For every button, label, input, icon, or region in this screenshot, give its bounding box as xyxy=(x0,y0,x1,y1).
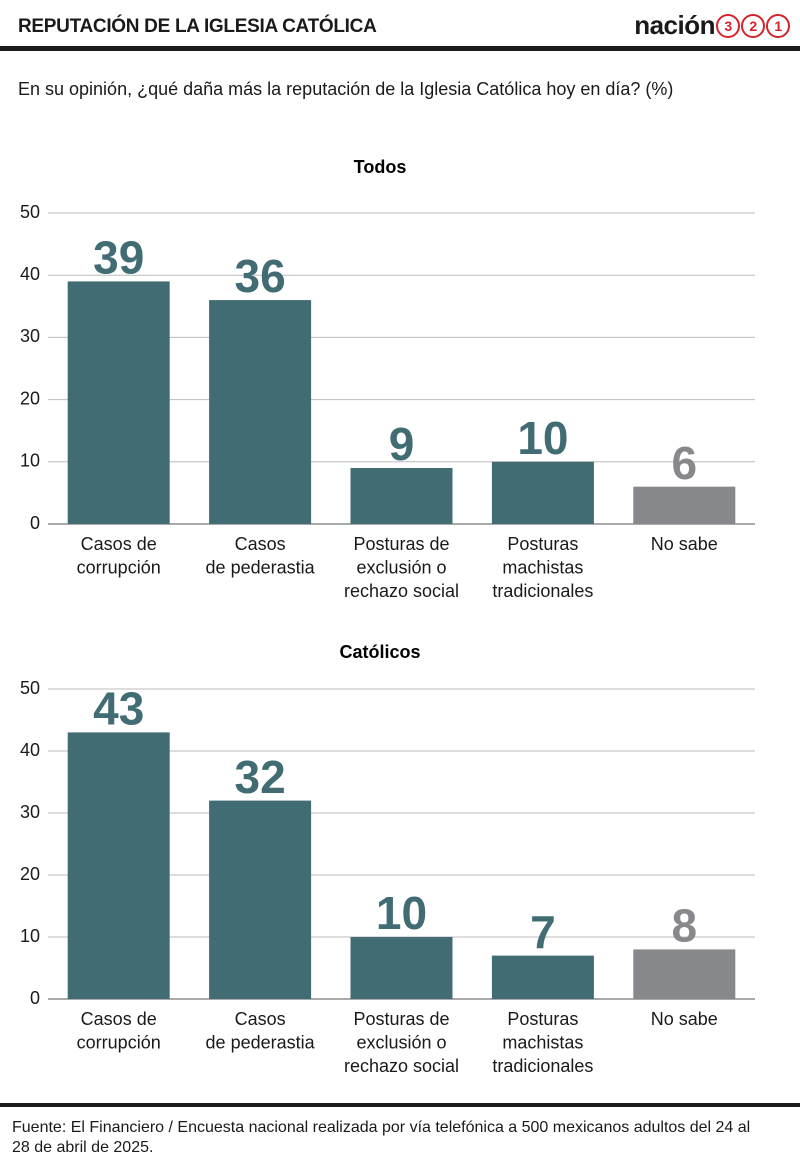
value-label: 10 xyxy=(517,412,568,464)
chart-title: Católicos xyxy=(339,642,420,662)
x-tick-label: No sabe xyxy=(651,534,718,554)
x-tick-label: No sabe xyxy=(651,1009,718,1029)
bar xyxy=(67,281,170,524)
logo-digit: 1 xyxy=(766,13,790,38)
value-label: 9 xyxy=(389,418,415,470)
y-tick-label: 0 xyxy=(30,513,40,533)
x-tick-label-line: machistas xyxy=(502,557,583,577)
x-tick-label-line: exclusión o xyxy=(356,557,446,577)
x-tick-label-line: exclusión o xyxy=(356,1032,446,1052)
x-tick-label-line: Posturas de xyxy=(353,534,449,554)
x-tick-label-line: tradicionales xyxy=(492,1056,593,1076)
x-tick-label-line: corrupción xyxy=(77,557,161,577)
x-tick-label-line: de pederastia xyxy=(206,1032,316,1052)
value-label: 8 xyxy=(672,900,698,952)
logo-digit: 2 xyxy=(741,13,765,38)
bar xyxy=(633,486,736,524)
y-tick-label: 10 xyxy=(20,451,40,471)
y-tick-label: 0 xyxy=(30,988,40,1008)
x-tick-label-line: machistas xyxy=(502,1032,583,1052)
x-tick-label-line: de pederastia xyxy=(206,557,316,577)
x-tick-label: Posturas machistas tradicionales xyxy=(492,534,593,601)
bar xyxy=(350,937,453,999)
x-tick-label-line: Casos de xyxy=(81,534,157,554)
bar xyxy=(209,800,312,999)
y-tick-label: 50 xyxy=(20,678,40,698)
x-tick-label: Posturas de exclusión o rechazo social xyxy=(344,1009,459,1076)
y-tick-label: 20 xyxy=(20,864,40,884)
rule xyxy=(0,1103,800,1107)
question: En su opinión, ¿qué daña más la reputaci… xyxy=(18,79,674,99)
bar xyxy=(350,468,453,524)
y-tick-label: 40 xyxy=(20,264,40,284)
value-label: 7 xyxy=(530,906,556,958)
source: Fuente: El Financiero / Encuesta naciona… xyxy=(12,1119,751,1156)
logo: nación 3 2 1 xyxy=(634,10,790,41)
bar xyxy=(491,461,594,524)
x-tick-label: Casos de pederastia xyxy=(206,1009,316,1053)
logo-text: nación xyxy=(634,10,715,40)
x-tick-label-line: corrupción xyxy=(77,1032,161,1052)
x-tick-label-line: Casos xyxy=(235,534,286,554)
x-tick-label-line: No sabe xyxy=(651,1009,718,1029)
x-tick-label-line: Casos de xyxy=(81,1009,157,1029)
x-tick-label-line: Posturas xyxy=(507,534,578,554)
x-tick-label: Casos de corrupción xyxy=(77,1009,161,1053)
x-tick-label-line: Posturas xyxy=(507,1009,578,1029)
y-tick-label: 50 xyxy=(20,202,40,222)
value-label: 6 xyxy=(672,437,698,489)
value-label: 43 xyxy=(93,683,144,735)
y-tick-label: 20 xyxy=(20,388,40,408)
x-tick-label-line: rechazo social xyxy=(344,581,459,601)
x-tick-label-line: rechazo social xyxy=(344,1056,459,1076)
x-tick-label: Casos de corrupción xyxy=(77,534,161,578)
x-tick-label: Posturas machistas tradicionales xyxy=(492,1009,593,1076)
y-tick-label: 30 xyxy=(20,326,40,346)
rule xyxy=(0,46,800,51)
y-tick-label: 10 xyxy=(20,926,40,946)
y-tick-label: 30 xyxy=(20,802,40,822)
bar xyxy=(633,949,736,999)
x-tick-label-line: Casos xyxy=(235,1009,286,1029)
x-tick-label: Posturas de exclusión o rechazo social xyxy=(344,534,459,601)
bar xyxy=(491,955,594,999)
header-title: REPUTACIÓN DE LA IGLESIA CATÓLICA xyxy=(18,16,377,37)
x-tick-label-line: tradicionales xyxy=(492,581,593,601)
x-tick-label: Casos de pederastia xyxy=(206,534,316,578)
value-label: 39 xyxy=(93,232,144,284)
bar xyxy=(67,732,170,999)
value-label: 10 xyxy=(376,887,427,939)
value-label: 32 xyxy=(235,751,286,803)
bar xyxy=(209,300,312,524)
x-tick-label-line: No sabe xyxy=(651,534,718,554)
charts: Todos 0 10 20 30 40 50 39 Casos de corrupción 36 Ca… xyxy=(20,157,755,1076)
logo-digit: 3 xyxy=(716,13,740,38)
chart-title: Todos xyxy=(354,157,407,177)
value-label: 36 xyxy=(235,250,286,302)
x-tick-label-line: Posturas de xyxy=(353,1009,449,1029)
y-tick-label: 40 xyxy=(20,740,40,760)
